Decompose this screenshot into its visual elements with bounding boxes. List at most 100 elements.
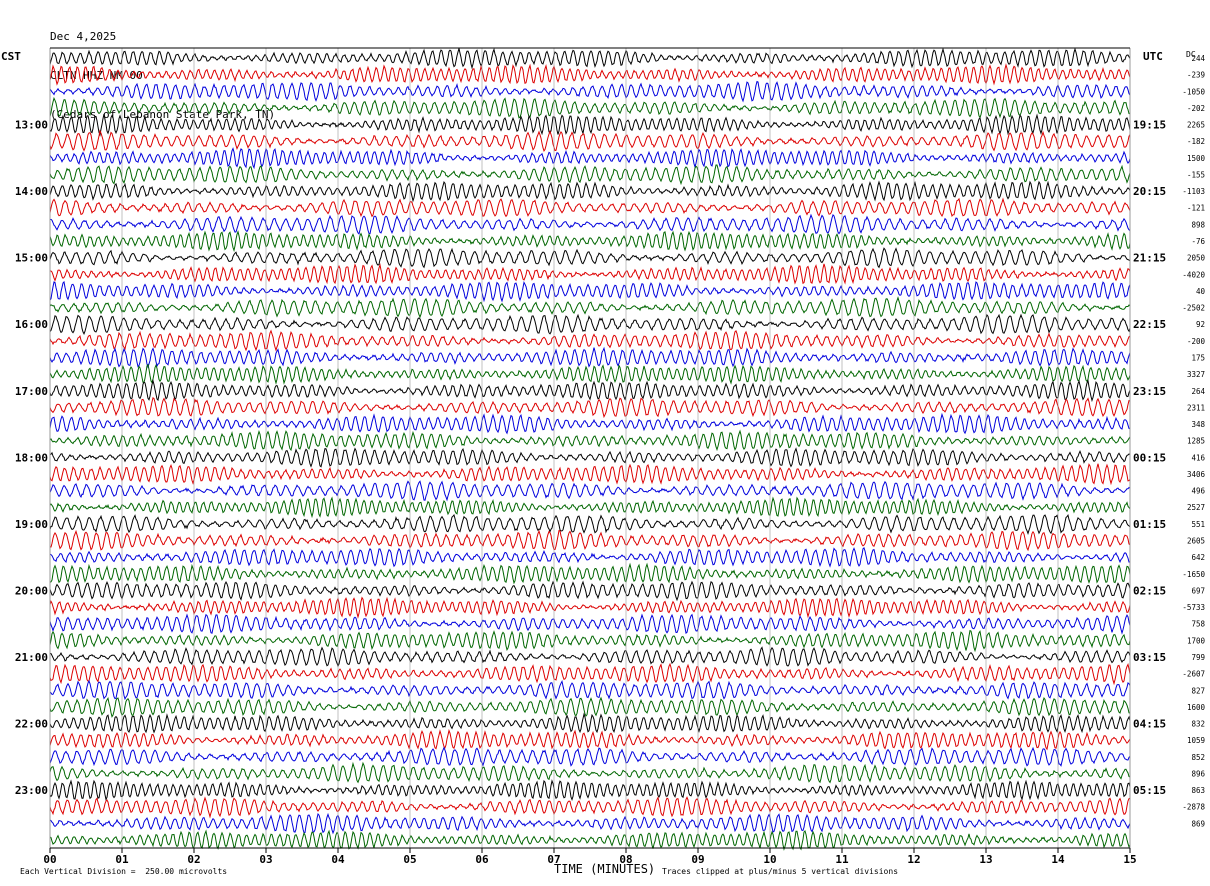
seismic-trace bbox=[49, 829, 1131, 851]
x-tick-label: 08 bbox=[619, 853, 632, 866]
dc-offset-value: 92 bbox=[1196, 320, 1205, 329]
seismic-trace bbox=[49, 580, 1131, 602]
seismic-trace bbox=[49, 412, 1131, 435]
hour-label-utc: 21:15 bbox=[1133, 252, 1166, 265]
dc-offset-value: -2878 bbox=[1182, 803, 1205, 812]
dc-offset-value: -4020 bbox=[1182, 270, 1205, 279]
seismic-trace bbox=[50, 447, 1131, 468]
hour-label-cst: 15:00 bbox=[15, 252, 48, 265]
x-tick-label: 10 bbox=[763, 853, 776, 866]
dc-offset-value: 3327 bbox=[1187, 370, 1205, 379]
scale-note: Each Vertical Division = 250.00 microvol… bbox=[20, 867, 228, 876]
dc-offset-value: -200 bbox=[1187, 337, 1206, 346]
seismic-trace bbox=[49, 296, 1131, 319]
dc-offset-value: -155 bbox=[1187, 170, 1205, 179]
seismic-trace bbox=[49, 596, 1131, 619]
dc-offset-value: -202 bbox=[1187, 104, 1205, 113]
dc-offset-value: 758 bbox=[1191, 620, 1205, 629]
seismic-trace bbox=[49, 728, 1131, 751]
seismic-trace bbox=[49, 696, 1131, 718]
hour-label-utc: 03:15 bbox=[1133, 651, 1166, 664]
dc-offset-value: 2311 bbox=[1187, 403, 1205, 412]
seismic-trace bbox=[49, 513, 1131, 535]
hour-label-cst: 21:00 bbox=[15, 651, 48, 664]
dc-offset-value: 827 bbox=[1191, 686, 1205, 695]
x-tick-label: 01 bbox=[115, 853, 129, 866]
seismic-trace bbox=[49, 761, 1131, 784]
seismic-trace bbox=[49, 646, 1131, 668]
dc-offset-value: 175 bbox=[1191, 353, 1205, 362]
seismic-trace bbox=[49, 463, 1131, 486]
seismic-trace bbox=[49, 812, 1131, 835]
x-tick-label: 11 bbox=[835, 853, 849, 866]
seismic-trace bbox=[49, 429, 1131, 452]
dc-offset-value: -182 bbox=[1187, 137, 1205, 146]
hour-label-cst: 22:00 bbox=[15, 718, 48, 731]
seismic-trace bbox=[49, 47, 1131, 70]
hour-label-utc: 01:15 bbox=[1133, 518, 1166, 531]
right-timezone-label: UTC bbox=[1143, 50, 1163, 63]
clip-note: Traces clipped at plus/minus 5 vertical … bbox=[662, 867, 899, 876]
dc-offset-value: 496 bbox=[1191, 487, 1205, 496]
hour-label-utc: 00:15 bbox=[1133, 451, 1166, 464]
seismic-trace bbox=[49, 96, 1131, 119]
x-tick-label: 14 bbox=[1051, 853, 1065, 866]
seismic-trace bbox=[49, 80, 1131, 103]
dc-offset-value: 2527 bbox=[1187, 503, 1205, 512]
x-tick-label: 04 bbox=[331, 853, 345, 866]
seismic-trace bbox=[49, 629, 1131, 653]
hour-label-utc: 02:15 bbox=[1133, 584, 1166, 597]
dc-offset-value: -5733 bbox=[1182, 603, 1205, 612]
hour-label-cst: 17:00 bbox=[15, 385, 48, 398]
seismic-trace bbox=[49, 346, 1131, 369]
hour-label-cst: 23:00 bbox=[15, 784, 48, 797]
seismic-trace bbox=[49, 213, 1131, 235]
hour-label-cst: 20:00 bbox=[15, 584, 48, 597]
trace-group bbox=[49, 47, 1131, 851]
dc-offset-value: -121 bbox=[1187, 204, 1205, 213]
x-tick-label: 13 bbox=[979, 853, 992, 866]
hour-label-utc: 05:15 bbox=[1133, 784, 1166, 797]
seismic-trace bbox=[49, 147, 1131, 170]
seismic-trace bbox=[49, 396, 1131, 419]
label-group: 00 01 02 03 04 05 06 07 08 09 10 11 12 13 14 15 13:00 14:… bbox=[15, 54, 1206, 866]
seismic-trace bbox=[49, 679, 1131, 701]
seismic-trace bbox=[49, 313, 1131, 336]
hour-label-cst: 18:00 bbox=[15, 451, 48, 464]
dc-offset-value: 1700 bbox=[1187, 636, 1206, 645]
seismic-trace bbox=[49, 796, 1131, 819]
seismic-trace bbox=[49, 562, 1131, 585]
dc-offset-value: 551 bbox=[1191, 520, 1205, 529]
dc-offset-value: 869 bbox=[1191, 819, 1205, 828]
dc-offset-value: 2050 bbox=[1187, 254, 1206, 263]
hour-label-utc: 23:15 bbox=[1133, 385, 1166, 398]
seismic-trace bbox=[49, 547, 1131, 568]
dc-offset-value: 1059 bbox=[1187, 736, 1205, 745]
dc-offset-value: 244 bbox=[1191, 54, 1205, 63]
hour-label-cst: 19:00 bbox=[15, 518, 48, 531]
dc-offset-value: 40 bbox=[1196, 287, 1206, 296]
x-tick-label: 09 bbox=[691, 853, 704, 866]
seismic-trace bbox=[50, 263, 1131, 285]
dc-offset-value: 642 bbox=[1191, 553, 1205, 562]
seismic-trace bbox=[49, 280, 1131, 303]
dc-offset-value: 1285 bbox=[1187, 437, 1205, 446]
x-tick-label: 02 bbox=[187, 853, 200, 866]
seismic-trace bbox=[49, 378, 1131, 403]
seismic-trace bbox=[49, 180, 1131, 203]
dc-offset-value: -1103 bbox=[1182, 187, 1205, 196]
seismic-trace bbox=[49, 230, 1131, 253]
dc-offset-value: 3406 bbox=[1187, 470, 1206, 479]
seismic-trace bbox=[49, 613, 1131, 635]
x-tick-label: 15 bbox=[1123, 853, 1136, 866]
x-tick-label: 05 bbox=[403, 853, 416, 866]
dc-offset-value: 832 bbox=[1191, 720, 1205, 729]
x-tick-label: 07 bbox=[547, 853, 560, 866]
x-tick-label: 12 bbox=[907, 853, 920, 866]
dc-offset-value: -2502 bbox=[1182, 304, 1205, 313]
seismic-trace bbox=[49, 129, 1131, 153]
seismic-trace bbox=[49, 63, 1131, 86]
dc-offset-value: 348 bbox=[1191, 420, 1205, 429]
dc-offset-value: -76 bbox=[1191, 237, 1205, 246]
